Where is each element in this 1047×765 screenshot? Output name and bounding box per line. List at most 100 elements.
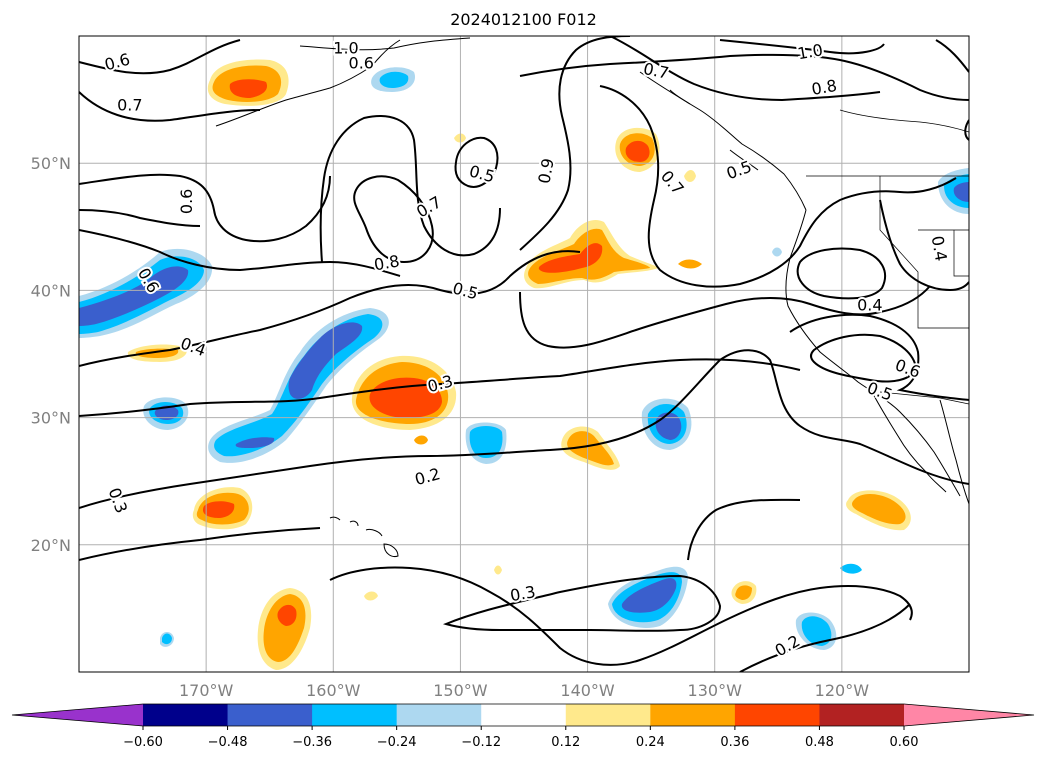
warm-patch (369, 377, 442, 418)
cool-patch (288, 322, 363, 399)
warm-patch (229, 79, 268, 98)
colorbar-segment (396, 704, 482, 726)
hawaii-island (365, 529, 383, 537)
warm-patch (414, 435, 428, 445)
colorbar-segment (143, 704, 229, 726)
contour-lines (79, 36, 969, 672)
contour-line (519, 36, 631, 251)
cool-patch (235, 437, 275, 448)
contour-line (935, 39, 969, 73)
lon-label: 150°W (433, 681, 488, 700)
warm-patch (494, 565, 502, 575)
colorbar: −0.60 −0.48 −0.36 −0.24 −0.12 0.12 0.24 0.36 0.4… (11, 703, 1035, 750)
contour-line (319, 115, 501, 263)
colorbar-tick-label: 0.60 (890, 735, 919, 750)
contour-line (454, 136, 499, 188)
colorbar-extend-low (12, 704, 143, 726)
lon-label: 120°W (815, 681, 870, 700)
cool-patch (379, 71, 409, 88)
contour-line (329, 566, 913, 666)
contour-line (79, 349, 969, 509)
colorbar-tick-label: 0.48 (805, 735, 834, 750)
cool-patch (840, 563, 862, 574)
graticule (79, 36, 969, 672)
contour-label: 0.6 (349, 54, 374, 73)
warm-patch (202, 501, 235, 518)
contour-label: 0.6 (177, 189, 196, 214)
colorbar-segment (227, 704, 313, 726)
colorbar-segment (734, 704, 820, 726)
cool-patch (79, 266, 189, 326)
island (729, 149, 759, 171)
contour-line (79, 250, 581, 367)
colorbar-segment (481, 704, 567, 726)
warm-patch (567, 431, 614, 466)
contour-line (687, 498, 801, 561)
contour-line (79, 173, 331, 243)
lon-label: 170°W (179, 681, 234, 700)
contour-line (719, 39, 885, 55)
contour-line (353, 175, 434, 264)
contour-label: 0.4 (857, 295, 882, 314)
coastline-alaska-south (299, 37, 471, 51)
colorbar-tick-label: 0.24 (636, 735, 665, 750)
map-frame (78, 35, 970, 673)
lon-label: 140°W (560, 681, 615, 700)
cool-patch (953, 182, 969, 202)
contour-label: 0.7 (117, 96, 142, 115)
page-title: 2024012100 F012 (450, 10, 597, 29)
lat-label: 20°N (31, 536, 71, 555)
warm-patch (538, 243, 603, 273)
contour-label: 1.0 (333, 38, 358, 57)
colorbar-tick-label: −0.36 (292, 735, 332, 750)
contour-line (442, 574, 722, 632)
coastline-mexico (939, 399, 969, 505)
longitude-labels: 170°W 160°W 150°W 140°W 130°W 120°W (179, 681, 869, 700)
border-us-mexico (879, 391, 969, 405)
colorbar-segment (312, 704, 398, 726)
map-background (79, 36, 969, 672)
hawaii-island (329, 516, 341, 521)
contour-line (739, 603, 911, 672)
lat-label: 40°N (31, 281, 71, 300)
contour-line (79, 91, 261, 122)
contour-line (79, 229, 401, 277)
colorbar-extend-high (904, 704, 1034, 726)
lon-label: 130°W (688, 681, 743, 700)
coastline-west-us (785, 209, 961, 497)
coastlines (215, 37, 969, 557)
colorbar-segment (819, 704, 905, 726)
hawaii-island (383, 543, 399, 557)
colorbar-tick-label: −0.12 (461, 735, 501, 750)
cool-patch (772, 247, 782, 257)
contour-line (964, 119, 969, 141)
latitude-labels: 50°N 40°N 30°N 20°N (31, 154, 71, 555)
lat-label: 30°N (31, 409, 71, 428)
coastline-aleutians (215, 39, 401, 127)
lon-label: 160°W (306, 681, 361, 700)
colorbar-tick-label: −0.60 (123, 735, 163, 750)
contour-line (519, 53, 969, 101)
contour-line (519, 285, 931, 349)
warm-patch (684, 170, 696, 182)
colorbar-tick-label: −0.48 (208, 735, 248, 750)
cool-patch (154, 405, 179, 420)
cool-patch (621, 578, 677, 613)
contour-line (810, 333, 918, 383)
contour-line (79, 39, 241, 75)
hawaii-island (349, 520, 359, 527)
cool-patch (801, 616, 832, 646)
contour-line (79, 209, 201, 227)
warm-patch (735, 585, 752, 600)
coastline-baja (869, 387, 947, 493)
border-alaska-canada (839, 109, 969, 133)
colorbar-tick-label: 0.36 (720, 735, 749, 750)
island (669, 89, 691, 105)
colorbar-segment (650, 704, 736, 726)
contour-line (79, 358, 801, 417)
warm-patch (852, 494, 906, 525)
contour-line (879, 199, 969, 292)
warm-patch (625, 140, 650, 162)
state-borders (879, 176, 969, 329)
